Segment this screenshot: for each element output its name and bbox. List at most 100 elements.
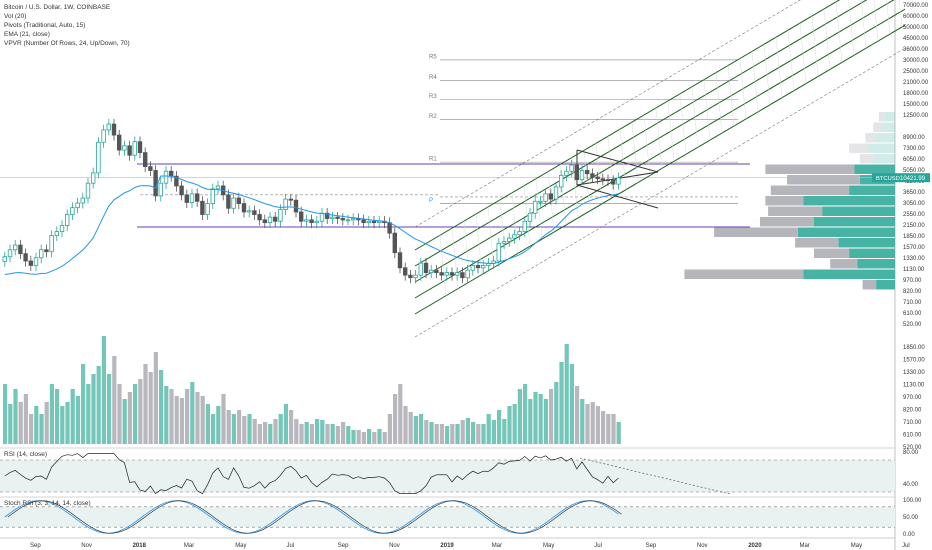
volume-bar [601,411,606,444]
volume-bar [70,389,75,444]
volume-bar [465,418,470,444]
vpvr-up-bar [797,227,895,237]
volume-bar [382,432,387,444]
candle-body [387,222,392,234]
channel-hatch [655,107,663,169]
vpvr-down-bar [873,122,882,132]
candle-body [444,272,449,276]
channel-hatch [475,214,483,275]
price-tick-label: 21000.00 [903,80,929,86]
volume-bar [263,422,268,444]
candle-body [85,182,91,199]
price-tick-label: 1330.00 [903,256,925,262]
vpvr-up-bar [803,269,895,279]
volume-bar [372,432,377,444]
channel-hatch [811,15,819,77]
candle-body [80,197,85,204]
time-tick-label: 2019 [440,543,454,549]
candle-body [111,123,117,136]
candle-body [257,214,262,221]
last-price-symbol: BTCUSD [876,176,900,182]
volume-bar [205,404,210,444]
volume-bar [304,422,309,444]
volume-bar [29,414,34,444]
candle-body [569,164,574,172]
channel-line [414,0,841,251]
triangle-breakdown-line [576,184,659,209]
channel-hatch [799,23,807,84]
vpvr-down-bar [849,143,868,153]
volume-bar [299,424,304,444]
volume-bar [211,414,216,444]
candle-body [70,207,75,215]
volume-bar [289,410,294,444]
time-tick-label: Sep [646,543,657,549]
vpvr-down-bar [684,269,804,279]
candle-body [480,265,486,269]
volume-bar [148,372,153,444]
stoch-tick-label: 50.00 [903,515,919,521]
time-tick-label: 2020 [748,543,762,549]
volume-bar [351,430,356,444]
volume-bar [460,420,465,444]
price-tick-label: 6050.00 [903,157,925,163]
time-tick-label: 2018 [133,543,147,549]
volume-tick-label: 970.00 [903,395,922,401]
channel-hatch [619,129,627,190]
candle-body [434,269,439,274]
candle-body [226,194,231,209]
volume-bar [86,384,91,444]
candle-body [590,173,595,178]
volume-bar [434,424,439,444]
price-tick-label: 610.00 [903,311,922,317]
candle-body [7,249,13,258]
time-tick-label: May [235,543,246,549]
candle-body [39,249,44,259]
volume-bar [419,414,424,444]
vpvr-up-bar [814,217,895,227]
volume-bar [559,362,564,444]
channel-hatch [715,72,723,134]
candle-body [241,203,247,213]
candle-body [262,219,267,224]
channel-hatch [823,8,831,70]
legend-vpvr: VPVR (Number Of Rows, 24, Up/Down, 70) [4,40,130,47]
pivot-label-r1: R1 [429,157,437,163]
candle-body [397,252,403,269]
candle-body [246,210,252,213]
vpvr-up-bar [868,143,895,153]
rsi-tick-label: 40.00 [903,482,919,488]
channel-line [414,0,868,267]
volume-bar [377,429,382,444]
channel-hatch [860,0,867,49]
volume-bar [439,424,444,444]
stoch-pane-label: Stoch RSI (3, 3, 14, 14, close) [4,500,91,507]
volume-bar [133,384,138,444]
ema-21-line [4,175,619,275]
candle-body [517,231,522,236]
channel-hatch [667,100,675,162]
vpvr-up-bar [876,133,895,143]
volume-tick-label: 1130.00 [903,383,925,389]
candle-body [200,200,205,215]
candle-body [345,219,351,222]
volume-bar [34,406,39,444]
candle-body [392,232,397,254]
channel-hatch [703,79,711,141]
volume-bar [543,399,548,444]
candle-body [174,175,179,187]
legend-vol: Vol (20) [4,13,27,20]
candle-body [600,178,605,181]
price-tick-label: 970.00 [903,278,922,284]
volume-tick-label: 610.00 [903,433,922,439]
channel-hatch [911,0,915,20]
vpvr-down-bar [765,164,855,174]
price-tick-label: 36000.00 [903,47,929,53]
candle-body [553,186,559,200]
channel-hatch [523,185,531,247]
volume-bar [595,406,600,444]
channel-hatch [511,192,519,254]
volume-bar [138,379,143,444]
candle-body [23,253,28,262]
